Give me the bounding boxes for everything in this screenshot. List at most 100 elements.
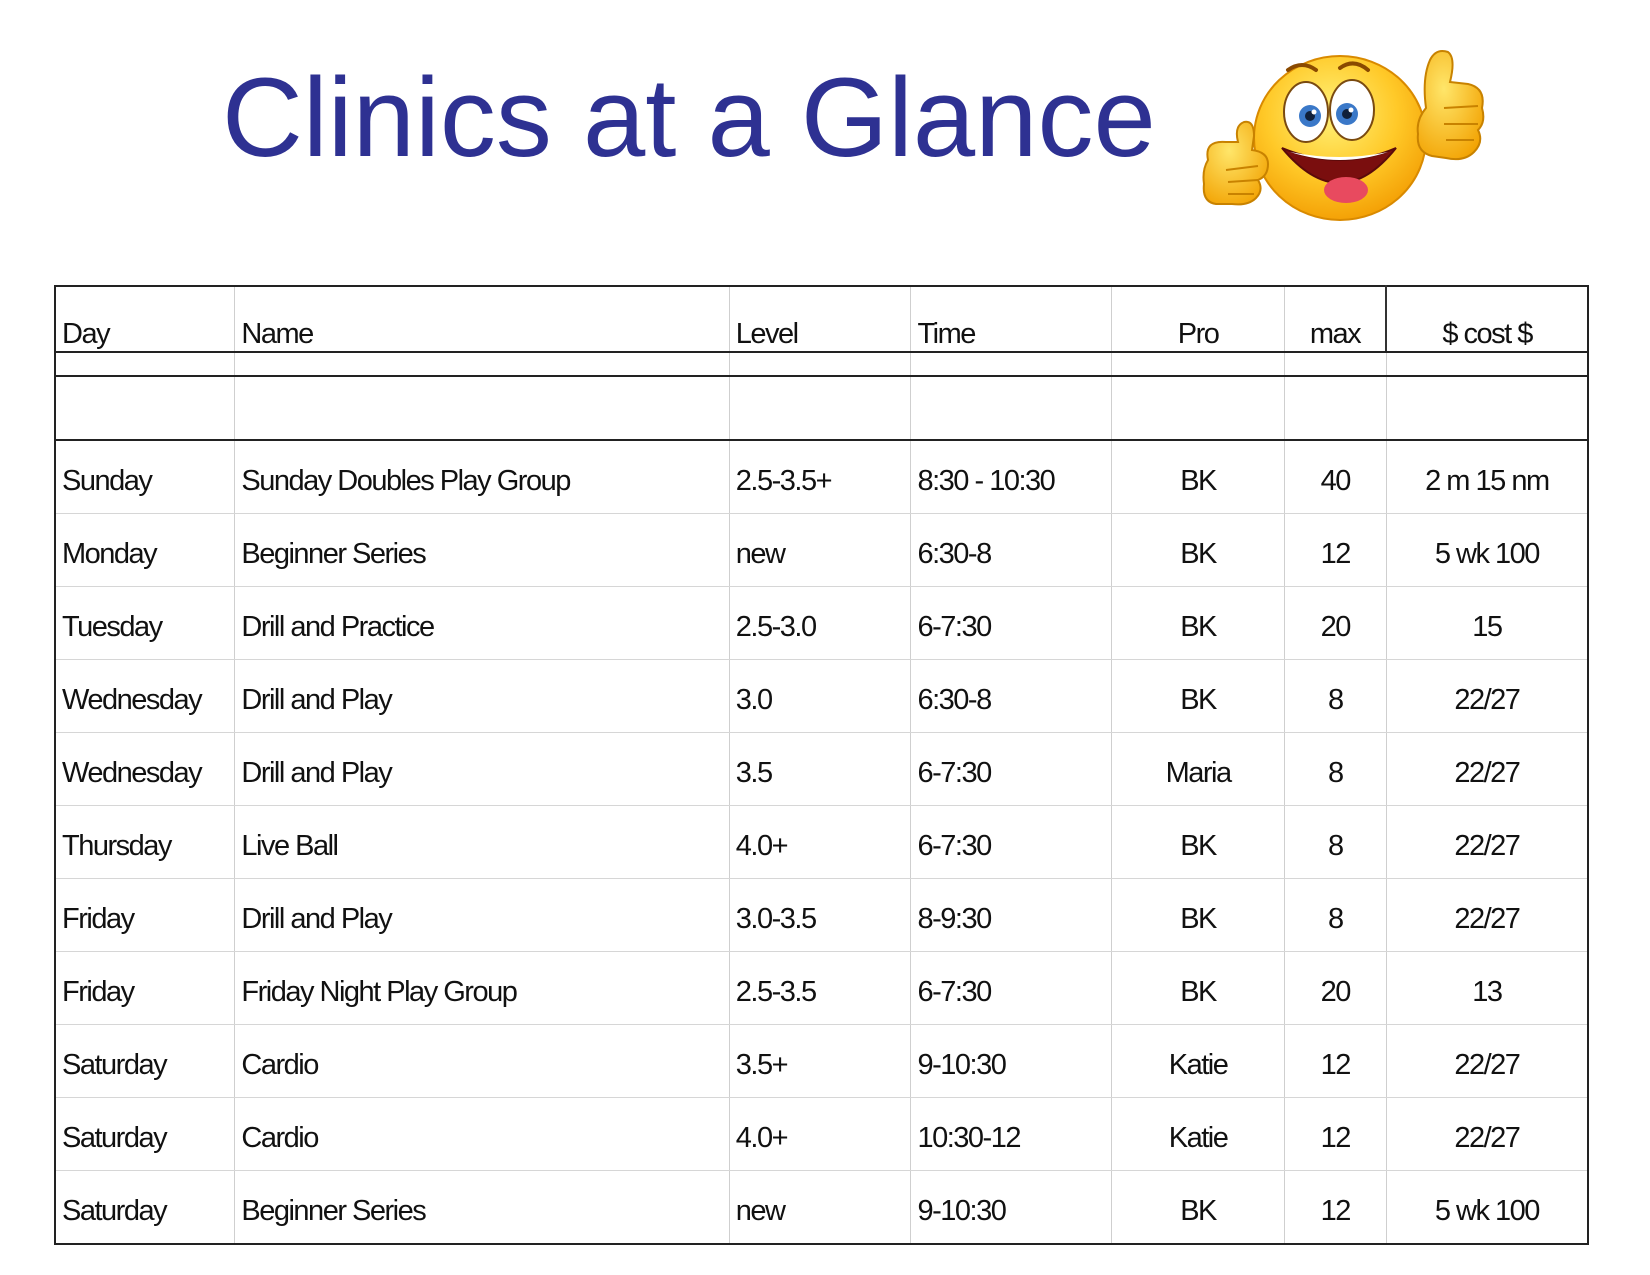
cell-time: 6:30-8 bbox=[910, 513, 1113, 587]
cell-time: 6-7:30 bbox=[910, 805, 1113, 879]
cell-level: 2.5-3.0 bbox=[729, 586, 912, 660]
page-title: Clinics at a Glance bbox=[222, 55, 1156, 180]
cell-name: Drill and Practice bbox=[234, 586, 730, 660]
cell-pro: BK bbox=[1111, 805, 1285, 879]
cell-name: Drill and Play bbox=[234, 878, 730, 952]
cell-time: 10:30-12 bbox=[910, 1097, 1113, 1171]
cell-day: Friday bbox=[54, 951, 236, 1025]
cell-pro: Katie bbox=[1111, 1097, 1285, 1171]
cell-time: 9-10:30 bbox=[910, 1170, 1113, 1245]
cell-max: 20 bbox=[1284, 586, 1387, 660]
cell-name: Sunday Doubles Play Group bbox=[234, 440, 730, 514]
cell-day: Wednesday bbox=[54, 732, 236, 806]
table-row: Wednesday Drill and Play 3.0 6:30-8 BK 8 22/27 bbox=[54, 659, 1589, 733]
cell-name: Beginner Series bbox=[234, 513, 730, 587]
cell-max: 8 bbox=[1284, 732, 1387, 806]
cell-cost: 5 wk 100 bbox=[1386, 1170, 1589, 1245]
cell-level: 3.0-3.5 bbox=[729, 878, 912, 952]
cell-day: Friday bbox=[54, 878, 236, 952]
header-day: Day bbox=[54, 285, 236, 353]
cell-time: 6-7:30 bbox=[910, 951, 1113, 1025]
table-row: Saturday Beginner Series new 9-10:30 BK 12 5 w… bbox=[54, 1170, 1589, 1245]
header-cost: $ cost $ bbox=[1386, 285, 1589, 353]
cell-pro: BK bbox=[1111, 440, 1285, 514]
table-row: Friday Drill and Play 3.0-3.5 8-9:30 BK 8 22/2… bbox=[54, 878, 1589, 952]
cell-cost: 22/27 bbox=[1386, 732, 1589, 806]
cell-max: 8 bbox=[1284, 659, 1387, 733]
cell-cost: 15 bbox=[1386, 586, 1589, 660]
cell-level: 4.0+ bbox=[729, 1097, 912, 1171]
cell-cost: 22/27 bbox=[1386, 878, 1589, 952]
cell-cost: 5 wk 100 bbox=[1386, 513, 1589, 587]
cell-cost: 22/27 bbox=[1386, 1024, 1589, 1098]
clinics-table: Day Name Level Time Pro max $ cost $ Sun… bbox=[54, 285, 1589, 1245]
header-level: Level bbox=[729, 285, 912, 353]
header-time: Time bbox=[910, 285, 1113, 353]
blank-row bbox=[54, 376, 1589, 441]
cell-name: Drill and Play bbox=[234, 732, 730, 806]
table-row: Sunday Sunday Doubles Play Group 2.5-3.5+ 8… bbox=[54, 440, 1589, 514]
spacer-row bbox=[54, 352, 1589, 377]
cell-pro: BK bbox=[1111, 878, 1285, 952]
cell-cost: 22/27 bbox=[1386, 1097, 1589, 1171]
cell-cost: 2 m 15 nm bbox=[1386, 440, 1589, 514]
cell-cost: 13 bbox=[1386, 951, 1589, 1025]
cell-day: Saturday bbox=[54, 1097, 236, 1171]
cell-name: Cardio bbox=[234, 1097, 730, 1171]
cell-name: Drill and Play bbox=[234, 659, 730, 733]
cell-max: 20 bbox=[1284, 951, 1387, 1025]
cell-pro: BK bbox=[1111, 513, 1285, 587]
cell-pro: BK bbox=[1111, 586, 1285, 660]
cell-day: Thursday bbox=[54, 805, 236, 879]
cell-name: Friday Night Play Group bbox=[234, 951, 730, 1025]
cell-time: 8:30 - 10:30 bbox=[910, 440, 1113, 514]
table-row: Tuesday Drill and Practice 2.5-3.0 6-7:30 BK… bbox=[54, 586, 1589, 660]
header-name: Name bbox=[234, 285, 730, 353]
cell-name: Beginner Series bbox=[234, 1170, 730, 1245]
cell-name: Cardio bbox=[234, 1024, 730, 1098]
cell-pro: Katie bbox=[1111, 1024, 1285, 1098]
table-row: Saturday Cardio 3.5+ 9-10:30 Katie 12 22/27 bbox=[54, 1024, 1589, 1098]
cell-max: 12 bbox=[1284, 1024, 1387, 1098]
table-row: Monday Beginner Series new 6:30-8 BK 12 5 wk 1… bbox=[54, 513, 1589, 587]
cell-level: new bbox=[729, 513, 912, 587]
cell-level: 2.5-3.5 bbox=[729, 951, 912, 1025]
cell-pro: Maria bbox=[1111, 732, 1285, 806]
cell-day: Saturday bbox=[54, 1170, 236, 1245]
cell-time: 6-7:30 bbox=[910, 732, 1113, 806]
cell-name: Live Ball bbox=[234, 805, 730, 879]
smiley-thumbs-up-icon bbox=[1202, 50, 1485, 221]
cell-day: Saturday bbox=[54, 1024, 236, 1098]
cell-max: 8 bbox=[1284, 878, 1387, 952]
table-row: Thursday Live Ball 4.0+ 6-7:30 BK 8 22/27 bbox=[54, 805, 1589, 879]
cell-time: 6-7:30 bbox=[910, 586, 1113, 660]
table-header-row: Day Name Level Time Pro max $ cost $ bbox=[54, 285, 1589, 353]
cell-pro: BK bbox=[1111, 1170, 1285, 1245]
cell-max: 40 bbox=[1284, 440, 1387, 514]
cell-max: 12 bbox=[1284, 1097, 1387, 1171]
table-row: Wednesday Drill and Play 3.5 6-7:30 Maria 8 22… bbox=[54, 732, 1589, 806]
cell-time: 6:30-8 bbox=[910, 659, 1113, 733]
cell-level: 2.5-3.5+ bbox=[729, 440, 912, 514]
cell-day: Sunday bbox=[54, 440, 236, 514]
cell-pro: BK bbox=[1111, 659, 1285, 733]
table-row: Friday Friday Night Play Group 2.5-3.5 6-7:… bbox=[54, 951, 1589, 1025]
cell-max: 12 bbox=[1284, 513, 1387, 587]
cell-day: Wednesday bbox=[54, 659, 236, 733]
cell-time: 9-10:30 bbox=[910, 1024, 1113, 1098]
cell-level: 3.0 bbox=[729, 659, 912, 733]
cell-cost: 22/27 bbox=[1386, 659, 1589, 733]
cell-level: new bbox=[729, 1170, 912, 1245]
cell-level: 4.0+ bbox=[729, 805, 912, 879]
cell-level: 3.5+ bbox=[729, 1024, 912, 1098]
table-row: Saturday Cardio 4.0+ 10:30-12 Katie 12 22/27 bbox=[54, 1097, 1589, 1171]
cell-pro: BK bbox=[1111, 951, 1285, 1025]
cell-day: Monday bbox=[54, 513, 236, 587]
cell-level: 3.5 bbox=[729, 732, 912, 806]
cell-cost: 22/27 bbox=[1386, 805, 1589, 879]
header-max: max bbox=[1284, 285, 1388, 353]
cell-time: 8-9:30 bbox=[910, 878, 1113, 952]
header-pro: Pro bbox=[1111, 285, 1285, 353]
cell-day: Tuesday bbox=[54, 586, 236, 660]
cell-max: 8 bbox=[1284, 805, 1387, 879]
